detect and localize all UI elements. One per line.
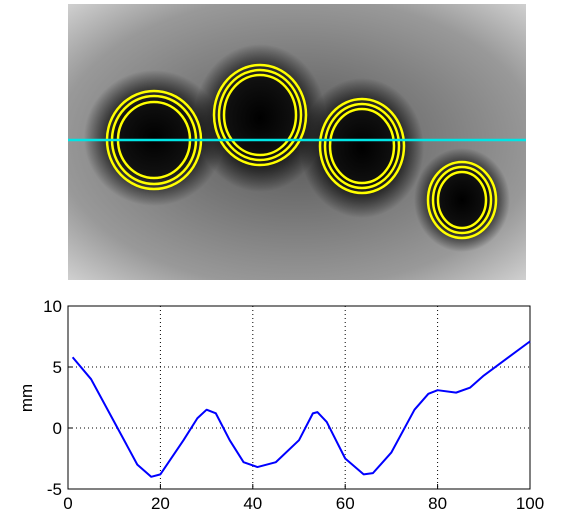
y-tick-label: -5	[47, 480, 62, 499]
x-tick-label: 40	[243, 494, 262, 513]
y-tick-label: 5	[53, 358, 62, 377]
x-tick-label: 100	[516, 494, 544, 513]
figure: mm 020406080100-50510	[0, 0, 564, 520]
y-tick-label: 10	[43, 297, 62, 316]
x-tick-label: 80	[428, 494, 447, 513]
plot-area	[68, 306, 530, 489]
y-tick-label: 0	[53, 419, 62, 438]
image-panel	[68, 4, 526, 280]
x-tick-label: 0	[63, 494, 72, 513]
y-axis-label: mm	[17, 384, 36, 412]
x-tick-label: 20	[151, 494, 170, 513]
x-tick-label: 60	[336, 494, 355, 513]
